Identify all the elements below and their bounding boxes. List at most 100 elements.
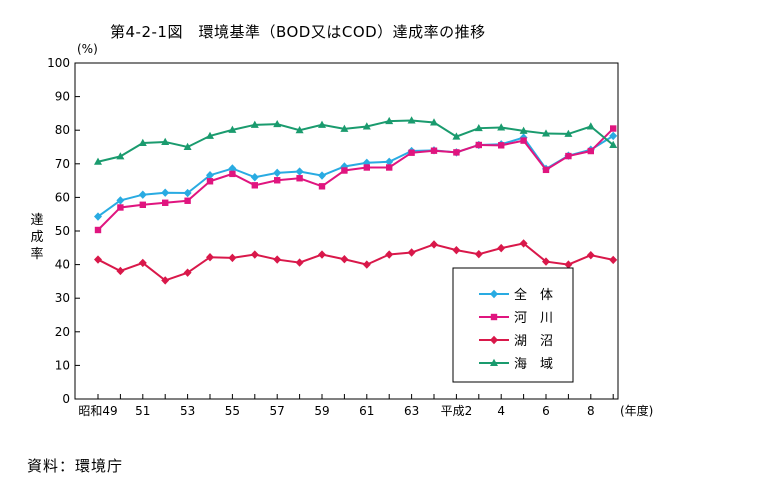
- data-point-sea: [295, 126, 304, 134]
- y-tick-label: 50: [55, 224, 70, 238]
- data-point-lake: [542, 257, 550, 266]
- data-point-river: [610, 125, 617, 132]
- legend-box: [452, 267, 574, 383]
- data-point-overall: [116, 196, 125, 205]
- data-point-lake: [340, 255, 349, 264]
- data-point-sea: [362, 122, 371, 130]
- y-tick-label: 80: [55, 123, 70, 137]
- y-tick-label: 10: [55, 358, 70, 372]
- x-axis-unit: (年度): [620, 403, 653, 418]
- data-point-river: [117, 204, 124, 211]
- data-point-lake: [138, 258, 147, 268]
- data-point-lake: [295, 258, 304, 267]
- series-line-overall: [97, 135, 614, 218]
- x-tick-label: 昭和49: [78, 404, 117, 418]
- y-tick-label: 30: [55, 291, 70, 305]
- data-point-overall: [385, 157, 394, 166]
- legend-marker: [490, 289, 498, 299]
- data-point-sea: [206, 131, 214, 139]
- y-tick-label: 20: [55, 325, 70, 339]
- series-line-lake: [97, 242, 614, 282]
- data-point-sea: [430, 118, 438, 126]
- data-point-sea: [407, 116, 416, 124]
- data-point-sea: [116, 152, 125, 160]
- data-point-river: [408, 149, 415, 156]
- legend-label: 河 川: [514, 311, 553, 326]
- legend-label: 全 体: [514, 287, 553, 303]
- data-point-lake: [519, 239, 528, 248]
- data-point-lake: [474, 249, 483, 259]
- data-point-sea: [340, 124, 349, 132]
- data-point-river: [587, 147, 594, 155]
- series-line-river: [97, 127, 614, 231]
- data-point-lake: [362, 260, 371, 269]
- legend-marker: [490, 313, 498, 321]
- data-point-overall: [609, 131, 618, 141]
- x-tick-label: 55: [225, 404, 240, 418]
- x-tick-label: 57: [270, 404, 285, 418]
- data-point-river: [542, 166, 550, 174]
- data-point-overall: [273, 168, 282, 178]
- data-point-river: [296, 175, 303, 182]
- y-tick-label: 70: [55, 157, 70, 171]
- data-point-lake: [385, 250, 394, 259]
- data-point-overall: [228, 164, 237, 173]
- data-point-lake: [250, 250, 259, 259]
- data-point-sea: [385, 116, 394, 125]
- data-point-river: [363, 164, 370, 171]
- x-tick-label: 51: [135, 404, 150, 418]
- legend-label: 海 域: [514, 357, 553, 372]
- data-point-river: [430, 147, 438, 154]
- y-tick-label: 100: [47, 56, 70, 70]
- legend-item-sea: 海 域: [479, 357, 553, 372]
- series-river: [94, 125, 617, 234]
- chart-axes: 0 10 20 30 40 50 60 70 80 90 100 昭和49 51 53 55 57 59 61 63…: [47, 56, 653, 418]
- data-point-lake: [116, 266, 125, 276]
- data-point-river: [184, 197, 191, 204]
- data-point-overall: [295, 167, 304, 176]
- data-point-lake: [228, 253, 237, 263]
- data-point-river: [475, 141, 482, 149]
- y-tick-label: 0: [62, 392, 70, 406]
- data-point-lake: [586, 250, 595, 260]
- series-lake: [94, 239, 618, 285]
- data-point-sea: [273, 119, 282, 128]
- x-tick-label: 61: [359, 404, 374, 418]
- data-point-lake: [94, 255, 102, 264]
- data-point-lake: [452, 245, 461, 255]
- data-point-sea: [564, 129, 573, 137]
- x-tick-label: 4: [497, 404, 505, 418]
- y-tick-label: 90: [55, 90, 70, 104]
- data-point-overall: [183, 188, 192, 198]
- data-point-sea: [183, 142, 192, 150]
- data-point-river: [206, 178, 214, 185]
- data-point-lake: [497, 243, 506, 253]
- series-overall: [94, 131, 618, 221]
- data-point-sea: [586, 122, 595, 130]
- data-point-sea: [542, 129, 550, 137]
- data-point-lake: [206, 253, 214, 262]
- data-point-lake: [273, 255, 282, 264]
- y-axis-unit: (%): [77, 42, 98, 56]
- data-point-sea: [474, 123, 483, 132]
- chart-legend: 全 体河 川湖 沼海 域: [452, 267, 574, 383]
- data-point-sea: [497, 123, 506, 131]
- data-point-overall: [318, 171, 326, 180]
- x-tick-label: 8: [587, 404, 595, 418]
- x-tick-label: 63: [404, 404, 419, 418]
- legend-marker: [490, 358, 498, 366]
- x-tick-label: 6: [542, 404, 550, 418]
- data-point-sea: [250, 120, 259, 128]
- y-axis-label: 達成率: [30, 213, 44, 262]
- chart-title: 第4-2-1図 環境基準（BOD又はCOD）達成率の推移: [110, 23, 486, 41]
- data-point-sea: [138, 138, 147, 146]
- data-point-river: [94, 226, 102, 234]
- data-point-lake: [407, 248, 416, 257]
- legend-label: 湖 沼: [514, 334, 553, 349]
- data-point-river: [498, 142, 505, 149]
- data-point-river: [341, 167, 348, 174]
- legend-marker: [490, 335, 498, 345]
- y-tick-label: 40: [55, 258, 70, 272]
- data-point-river: [453, 149, 460, 156]
